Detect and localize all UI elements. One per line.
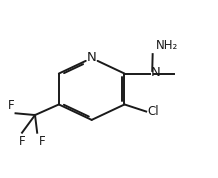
Text: F: F [8, 99, 14, 112]
Text: F: F [19, 135, 25, 148]
Text: N: N [151, 66, 161, 79]
Text: N: N [87, 51, 97, 64]
Text: Cl: Cl [147, 105, 159, 118]
Text: NH₂: NH₂ [156, 39, 179, 52]
Text: F: F [39, 135, 46, 148]
